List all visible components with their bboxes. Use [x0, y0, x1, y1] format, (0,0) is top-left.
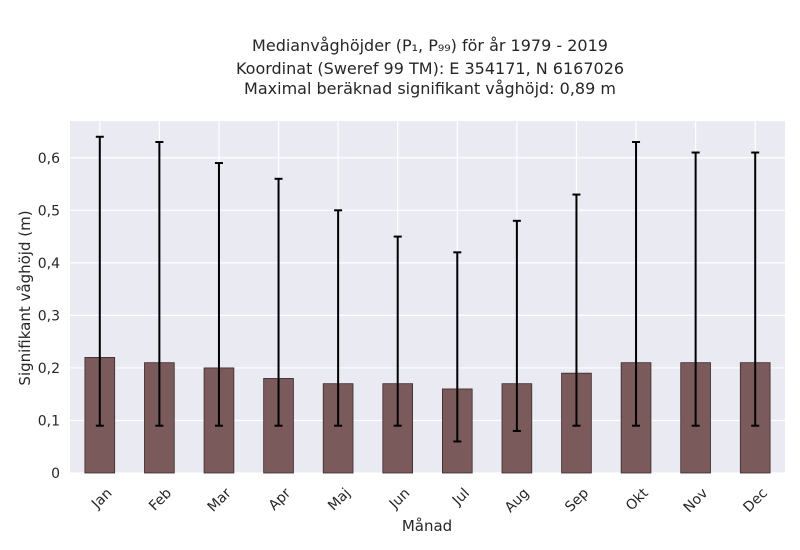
plot-area: [70, 121, 785, 473]
x-tick-label-feb: Feb: [146, 485, 175, 514]
x-tick-label-jul: Jul: [449, 485, 473, 509]
y-tick-label: 0,1: [38, 413, 60, 429]
y-axis-label: Signifikant våghöjd (m): [16, 210, 34, 385]
chart-title-line-3: Maximal beräknad signifikant våghöjd: 0,…: [244, 79, 616, 98]
y-tick-label: 0,5: [38, 203, 60, 219]
y-tick-label: 0,2: [38, 361, 60, 377]
x-axis-label: Månad: [402, 517, 452, 535]
x-tick-label-dec: Dec: [740, 485, 770, 515]
x-tick-label-jan: Jan: [88, 485, 115, 512]
x-tick-label-okt: Okt: [623, 485, 652, 514]
error-bars: [95, 135, 760, 443]
x-tick-label-apr: Apr: [266, 485, 295, 514]
x-tick-label-mar: Mar: [205, 485, 235, 515]
y-tick-label: 0: [51, 466, 60, 482]
x-tick-label-sep: Sep: [562, 485, 592, 515]
y-tick-label: 0,3: [38, 308, 60, 324]
x-tick-label-aug: Aug: [502, 485, 533, 516]
chart-title-line-1: Medianvåghöjder (P₁, P₉₉) för år 1979 - …: [252, 36, 608, 55]
x-tick-label-jun: Jun: [386, 485, 413, 512]
x-tick-label-maj: Maj: [325, 485, 354, 514]
y-tick-label: 0,4: [38, 256, 60, 272]
x-tick-labels: Jan Feb Mar Apr Maj Jun Jul Aug Sep Okt Nov Dec: [88, 485, 771, 516]
x-tick-label-nov: Nov: [681, 485, 712, 516]
chart-title-line-2: Koordinat (Sweref 99 TM): E 354171, N 61…: [235, 59, 625, 78]
y-tick-labels: 0 0,1 0,2 0,3 0,4 0,5 0,6: [38, 151, 60, 482]
bars: [84, 357, 771, 474]
y-tick-label: 0,6: [38, 151, 60, 167]
